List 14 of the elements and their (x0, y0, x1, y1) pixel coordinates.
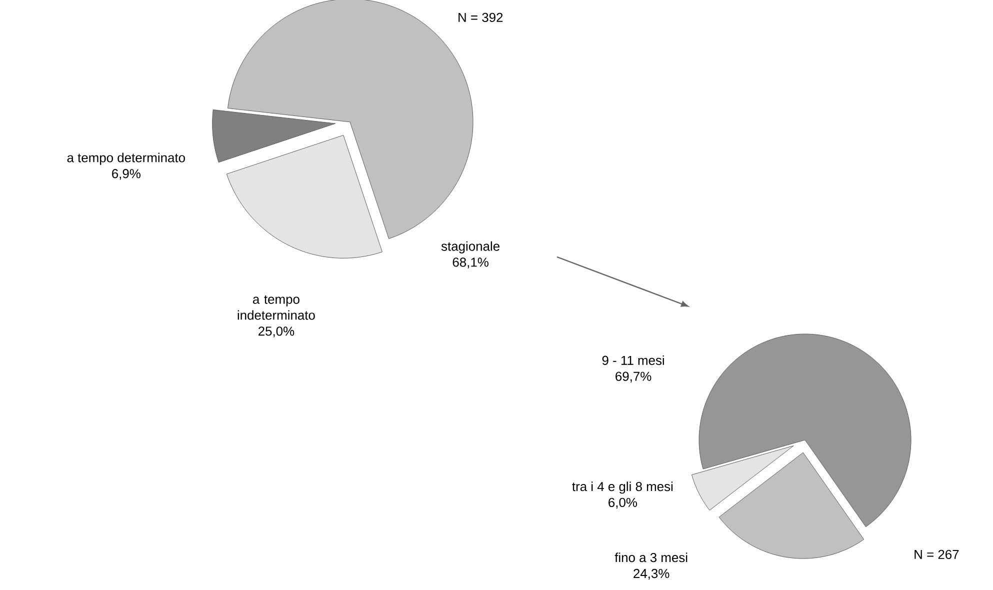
data-label: 25,0% (258, 326, 294, 338)
slice-label: a tempo determinato (67, 152, 185, 165)
slice-label: fino a 3 mesi (614, 552, 688, 562)
slice-label: stagionale (441, 241, 500, 254)
text: N = 267 (914, 550, 959, 560)
slice-label: 9 - 11 mesi (602, 355, 664, 365)
data-label: 6,0% (608, 498, 637, 509)
data-label: 69,7% (616, 372, 652, 382)
data-label: 6,9% (112, 169, 140, 180)
data-label: 24,3% (634, 568, 670, 580)
slice-label: tra i 4 e gli 8 mesi (572, 482, 673, 494)
text: N = 392 (458, 12, 503, 22)
data-label: 68,1% (452, 258, 488, 268)
slice-label: a tempo indeterminato (238, 295, 315, 320)
